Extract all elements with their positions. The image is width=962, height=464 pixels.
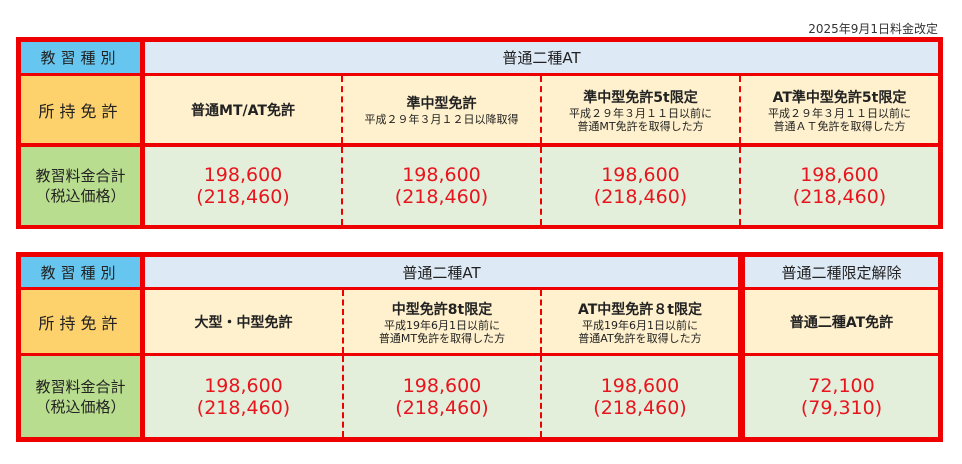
license-name: AT準中型免許5t限定 (772, 89, 907, 106)
label-price-text: 教習料金合計 (35, 377, 126, 396)
license-cell: 中型免許8t限定 平成19年6月1日以前に 普通MT免許を取得した方 (342, 290, 540, 353)
label-price-sub: （税込価格） (35, 397, 126, 416)
license-note: 普通MT免許を取得した方 (378, 331, 506, 345)
label-license: 所持免許 (21, 290, 140, 353)
course-header: 普通二種AT (145, 42, 938, 73)
license-cell: 大型・中型免許 (145, 290, 342, 353)
license-name: 普通MT/AT免許 (191, 102, 295, 119)
price: 198,600 (402, 374, 482, 397)
license-name: 中型免許8t限定 (391, 301, 493, 318)
license-cell: 準中型免許 平成２９年３月１２日以降取得 (341, 76, 540, 143)
label-course: 教習種別 (21, 257, 140, 287)
license-note: 平成２９年３月１１日以前に (569, 106, 712, 120)
label-price: 教習料金合計 （税込価格） (21, 147, 140, 225)
price-cell: 198,600 (218,460) (145, 356, 342, 437)
price-cell: 198,600 (218,460) (342, 356, 540, 437)
price-tax: (218,460) (395, 396, 489, 419)
price-cell: 198,600 (218,460) (540, 147, 739, 225)
price: 198,600 (601, 164, 680, 186)
price-tax: (218,460) (593, 186, 688, 208)
price-cell: 198,600 (218,460) (739, 147, 938, 225)
license-note: 普通ＡＴ免許を取得した方 (773, 119, 906, 133)
fee-table-2: 教習種別 所持免許 教習料金合計 （税込価格） 普通二種AT 普通二種限定解除 … (16, 252, 943, 442)
price-cell: 198,600 (218,460) (145, 147, 341, 225)
license-name: AT中型免許８t限定 (578, 301, 702, 318)
license-note: 平成２９年３月１１日以前に (768, 106, 911, 120)
label-price-sub: （税込価格） (35, 187, 126, 205)
license-cell: AT準中型免許5t限定 平成２９年３月１１日以前に 普通ＡＴ免許を取得した方 (739, 76, 938, 143)
license-note: 普通AT免許を取得した方 (578, 331, 702, 345)
price-tax: (218,460) (593, 396, 687, 419)
license-note: 平成19年6月1日以前に (384, 318, 500, 332)
license-cell: 準中型免許5t限定 平成２９年３月１１日以前に 普通MT免許を取得した方 (540, 76, 739, 143)
course-header-2: 普通二種限定解除 (745, 257, 938, 287)
price-tax: (218,460) (196, 396, 291, 419)
price-cell: 198,600 (218,460) (540, 356, 738, 437)
price-tax: (218,460) (196, 186, 290, 208)
price: 198,600 (203, 164, 283, 186)
price: 198,600 (600, 374, 680, 397)
price-tax: (218,460) (792, 186, 887, 208)
price: 198,600 (204, 374, 283, 397)
course-header: 普通二種AT (145, 257, 738, 287)
price: 198,600 (800, 164, 879, 186)
price-tax: (79,310) (800, 396, 883, 419)
revision-note: 2025年9月1日料金改定 (808, 22, 938, 36)
license-name: 準中型免許5t限定 (583, 89, 698, 106)
price: 198,600 (402, 164, 481, 186)
price-cell: 198,600 (218,460) (341, 147, 540, 225)
label-course: 教習種別 (21, 42, 140, 73)
label-license: 所持免許 (21, 76, 140, 143)
price-cell: 72,100 (79,310) (745, 356, 938, 437)
license-cell: 普通二種AT免許 (745, 290, 938, 353)
license-name: 普通二種AT免許 (789, 314, 894, 331)
price-tax: (218,460) (394, 186, 489, 208)
license-note: 平成19年6月1日以前に (582, 318, 698, 332)
label-price: 教習料金合計 （税込価格） (21, 356, 140, 437)
label-price-text: 教習料金合計 (35, 167, 126, 185)
license-note: 平成２９年３月１２日以降取得 (364, 113, 519, 126)
license-name: 準中型免許 (406, 96, 477, 112)
license-cell: 普通MT/AT免許 (145, 76, 341, 143)
fee-table-1: 教習種別 所持免許 教習料金合計 （税込価格） 普通二種AT 普通MT/AT免許… (16, 37, 943, 229)
license-name: 大型・中型免許 (194, 314, 293, 331)
license-note: 普通MT免許を取得した方 (577, 119, 704, 133)
license-cell: AT中型免許８t限定 平成19年6月1日以前に 普通AT免許を取得した方 (540, 290, 738, 353)
price: 72,100 (808, 374, 875, 397)
